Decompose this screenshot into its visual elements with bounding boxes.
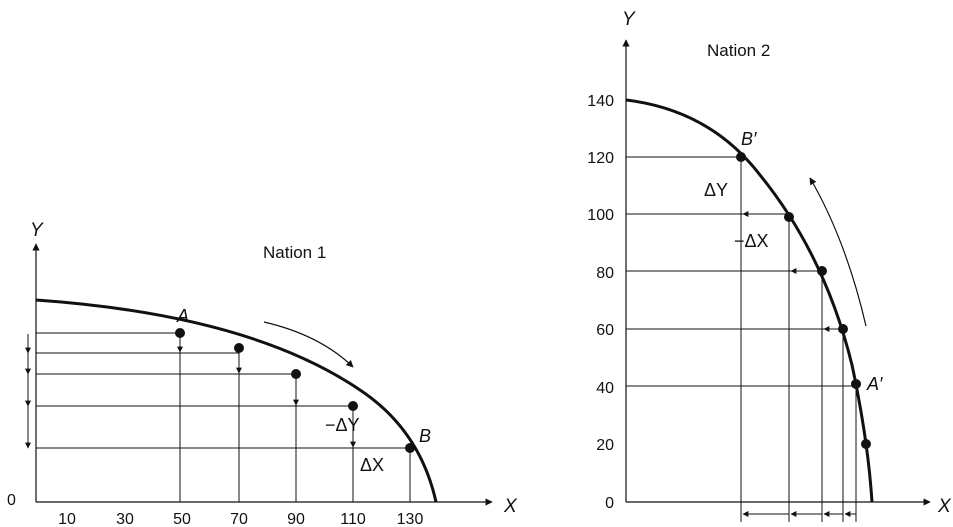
nation2-vertical-guides <box>740 157 857 522</box>
nation1-x-tick: 10 <box>58 511 76 527</box>
nation1-panel: Nation 1 Y X 0 10 30 50 70 90 110 130 <box>7 220 518 527</box>
nation1-x-tick: 30 <box>116 511 134 527</box>
nation1-delta-y-label: −ΔY <box>325 415 360 435</box>
nation2-panel: Nation 2 Y X 140 120 100 80 60 40 20 0 <box>587 9 952 522</box>
nation2-delta-x-label: −ΔX <box>734 231 769 251</box>
nation2-point <box>861 439 871 449</box>
nation1-point <box>348 401 358 411</box>
nation1-point <box>234 343 244 353</box>
nation2-y-tick-labels: 140 120 100 80 60 40 20 0 <box>587 93 614 512</box>
nation2-y-tick: 40 <box>596 380 614 397</box>
nation2-point-b-prime <box>736 152 746 162</box>
nation2-y-tick: 20 <box>596 437 614 454</box>
nation2-y-tick: 100 <box>587 207 614 224</box>
nation2-points <box>736 152 871 449</box>
nation2-y-tick: 140 <box>587 93 614 110</box>
nation1-point-a-label: A <box>176 306 189 326</box>
nation1-movement-arrow <box>263 321 354 368</box>
nation2-point-a-label: A′ <box>866 374 883 394</box>
nation2-point-a-prime <box>851 379 861 389</box>
nation2-point-b-label: B′ <box>741 129 757 149</box>
nation2-y-axis-label: Y <box>622 9 636 30</box>
nation1-point <box>291 369 301 379</box>
nation2-delta-y-label: ΔY <box>704 180 728 200</box>
nation1-x-tick-labels: 10 30 50 70 90 110 130 <box>58 511 423 527</box>
nation1-origin-label: 0 <box>7 492 16 509</box>
nation2-guide-arrows <box>742 211 838 332</box>
nation2-y-tick: 0 <box>605 495 614 512</box>
nation1-x-tick: 50 <box>173 511 191 527</box>
nation1-horizontal-guides <box>36 332 410 449</box>
nation2-x-axis-label: X <box>937 496 952 517</box>
nation1-x-tick: 70 <box>230 511 248 527</box>
nation2-point <box>817 266 827 276</box>
nation1-delta-x-label: ΔX <box>360 455 384 475</box>
nation1-ppf-curve <box>35 298 438 503</box>
nation1-x-tick: 90 <box>287 511 305 527</box>
nation1-x-axis-label: X <box>503 496 518 517</box>
nation1-x-tick: 130 <box>397 511 424 527</box>
nation2-point <box>784 212 794 222</box>
nation1-y-axis-label: Y <box>30 220 44 241</box>
nation2-title: Nation 2 <box>707 41 770 60</box>
nation2-point <box>838 324 848 334</box>
nation1-vertical-guides <box>177 333 411 502</box>
nation2-y-tick: 80 <box>596 265 614 282</box>
nation1-point-a <box>175 328 185 338</box>
nation1-x-tick: 110 <box>340 511 366 527</box>
nation2-y-tick: 60 <box>596 322 614 339</box>
nation2-movement-arrow <box>809 177 867 327</box>
nation1-title: Nation 1 <box>263 243 326 262</box>
nation1-points <box>175 328 415 453</box>
nation1-point-b <box>405 443 415 453</box>
nation2-y-tick: 120 <box>587 150 614 167</box>
nation2-ppf-curve <box>625 98 874 503</box>
nation1-point-b-label: B <box>419 426 431 446</box>
